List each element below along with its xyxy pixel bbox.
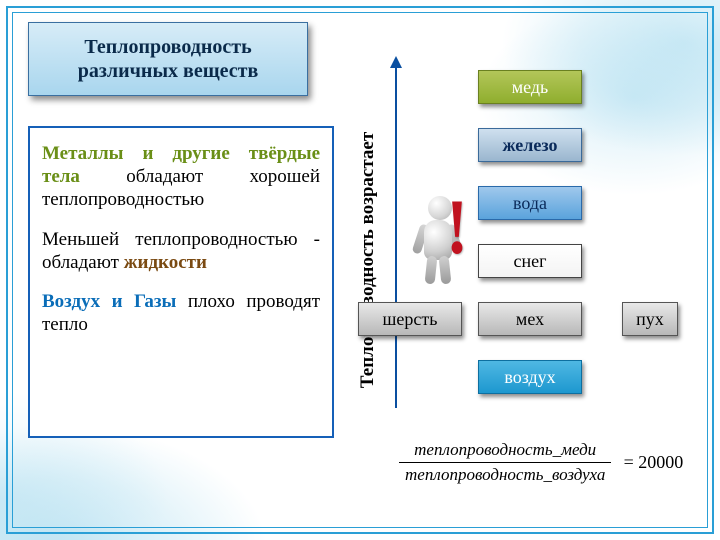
material-down: пух — [622, 302, 678, 336]
para-3: Воздух и Газы плохо проводят тепло — [42, 290, 320, 336]
material-iron: железо — [478, 128, 582, 162]
material-copper-label: медь — [512, 77, 549, 98]
para-2: Меньшей теплопроводностью - обладают жид… — [42, 228, 320, 274]
material-fur-label: мех — [516, 309, 544, 330]
conductivity-arrow — [395, 58, 397, 408]
axis-label: Теплопроводность возрастает — [357, 132, 379, 388]
material-copper: медь — [478, 70, 582, 104]
material-wool: шерсть — [358, 302, 462, 336]
formula-rhs: = 20000 — [624, 452, 684, 472]
slide-title-text: Теплопроводность различных веществ — [78, 36, 259, 82]
exclamation-icon: ! — [446, 182, 468, 272]
para-1-rest: обладают хорошей теплопроводностью — [42, 166, 320, 210]
para-3-accent: Воздух и Газы — [42, 291, 176, 312]
material-iron-label: железо — [502, 135, 557, 156]
material-fur: мех — [478, 302, 582, 336]
material-snow: снег — [478, 244, 582, 278]
explanation-box: Металлы и другие твёрдые тела обладают х… — [28, 126, 334, 438]
material-air: воздух — [478, 360, 582, 394]
para-2-accent: жидкости — [124, 252, 207, 273]
material-water: вода — [478, 186, 582, 220]
para-1: Металлы и другие твёрдые тела обладают х… — [42, 142, 320, 212]
formula-denominator: теплопроводность_воздуха — [399, 463, 611, 485]
formula-numerator: теплопроводность_меди — [399, 440, 611, 463]
material-wool-label: шерсть — [383, 309, 438, 330]
ratio-formula: теплопроводность_меди теплопроводность_в… — [395, 440, 705, 485]
attention-figure: ! — [410, 186, 470, 296]
material-snow-label: снег — [514, 251, 547, 272]
material-air-label: воздух — [504, 367, 555, 388]
material-down-label: пух — [636, 309, 664, 330]
material-water-label: вода — [513, 193, 547, 214]
slide-title: Теплопроводность различных веществ — [28, 22, 308, 96]
